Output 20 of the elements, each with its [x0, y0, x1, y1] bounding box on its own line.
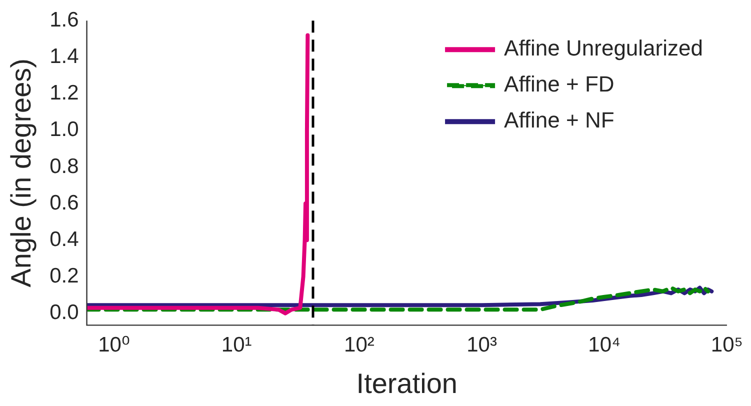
x-axis-title: Iteration [356, 368, 458, 399]
x-tick-label: 10⁰ [98, 334, 130, 357]
y-tick-label: 1.4 [50, 44, 80, 68]
y-tick-label: 0.6 [50, 191, 79, 214]
x-tick-label: 10⁴ [588, 334, 621, 357]
x-tick-label: 10³ [466, 334, 497, 357]
x-tick-label: 10⁵ [710, 334, 744, 357]
y-tick-label: 1.0 [50, 118, 79, 142]
legend-label: Affine Unregularized [504, 36, 703, 61]
x-tick-label: 10¹ [221, 334, 252, 357]
y-tick-label: 0.4 [50, 228, 80, 251]
y-axis-title: Angle (in degrees) [6, 58, 37, 288]
legend-label: Affine + FD [504, 72, 614, 97]
y-tick-label: 1.6 [50, 8, 79, 32]
y-tick-label: 0.2 [50, 264, 79, 288]
y-tick-label: 0.8 [50, 154, 79, 178]
y-tick-label: 0.0 [50, 301, 79, 324]
x-tick-label: 10² [344, 334, 374, 357]
legend-label: Affine + NF [504, 108, 614, 133]
y-tick-label: 1.2 [50, 82, 79, 105]
